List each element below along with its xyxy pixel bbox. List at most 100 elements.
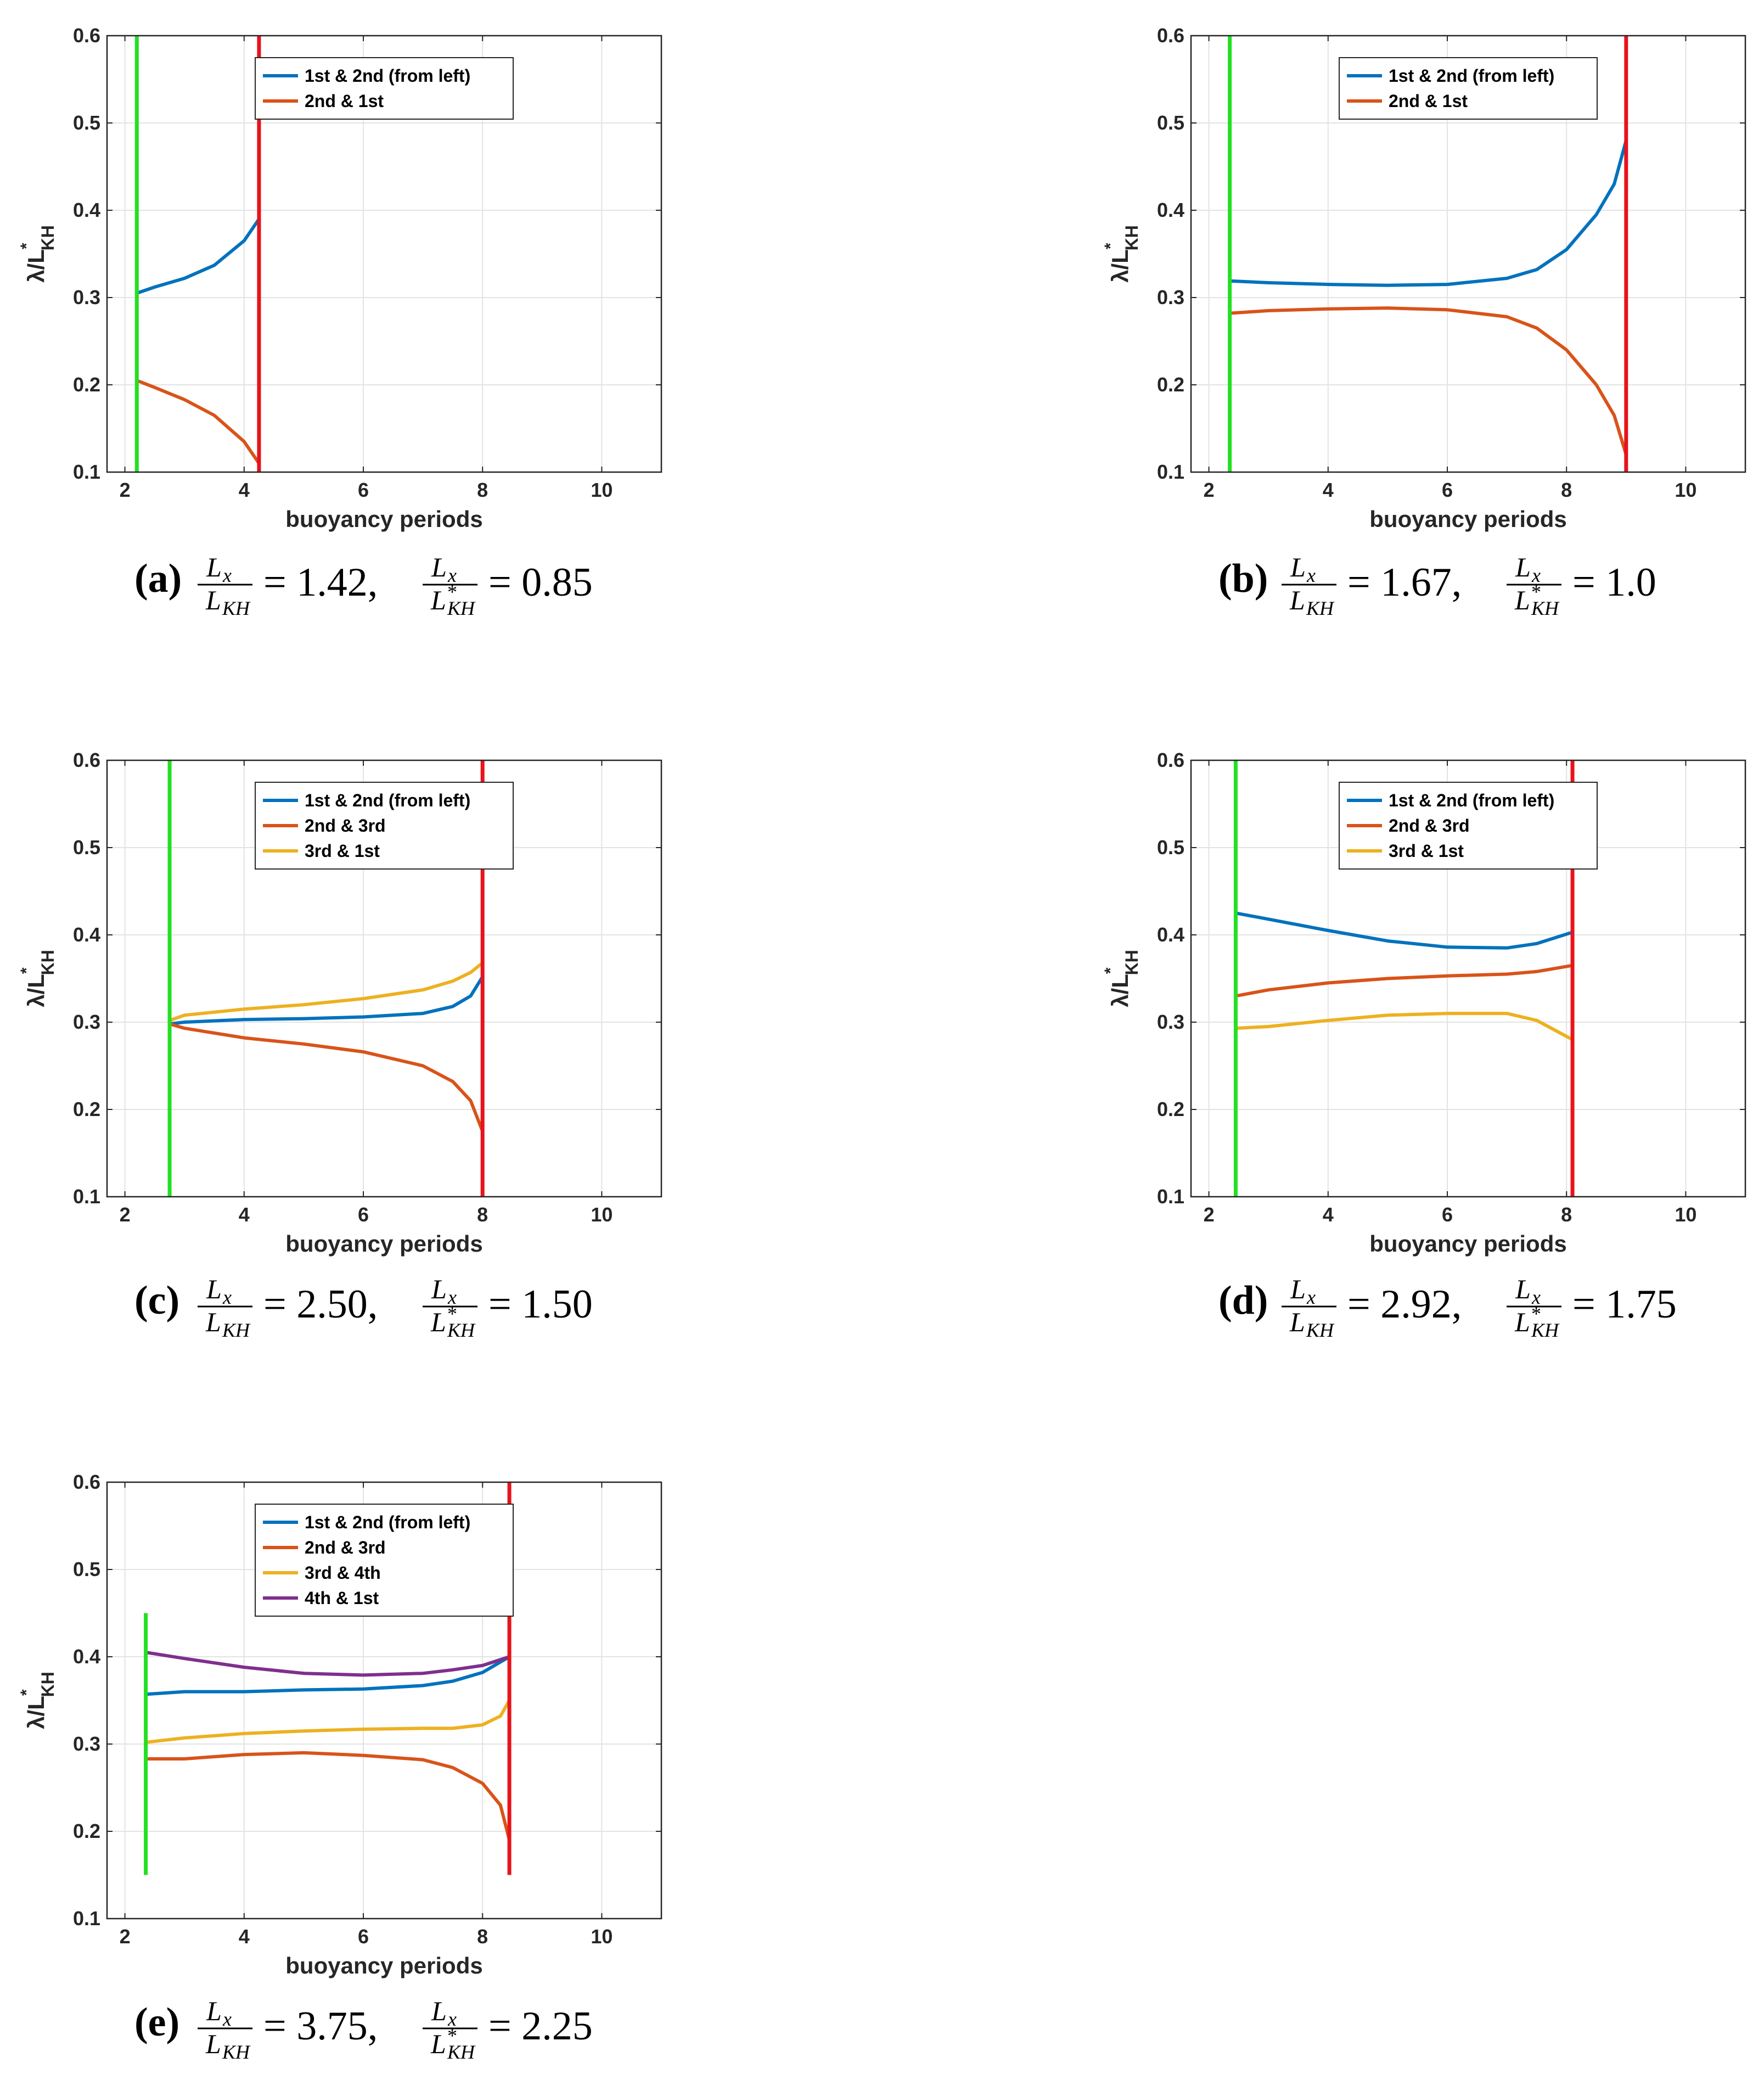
caption-fraction1-numerator-sub: x [222,1286,232,1308]
y-tick-label: 0.5 [73,836,100,859]
legend-entry-3: 3rd & 1st [1389,841,1464,861]
caption-fraction1-denominator-sub: KH [1306,1319,1335,1341]
y-axis-label-sub: KH [38,1672,58,1697]
legend-entry-1: 1st & 2nd (from left) [305,1512,470,1532]
caption-value2: = 1.50 [488,1282,593,1327]
y-axis-label-main: λ/L [23,249,49,283]
y-tick-label: 0.5 [1157,111,1184,134]
caption-fraction2-numerator: L [431,552,447,582]
caption-value1: = 3.75, [263,2004,378,2049]
axes-box [106,35,662,473]
caption-fraction1-denominator-sub: KH [222,1319,251,1341]
caption-label: (c) [134,1278,179,1323]
y-axis-label: λ/L* KH [1102,950,1142,1007]
caption-value1: = 1.67, [1347,560,1462,605]
x-tick-label: 4 [239,479,250,501]
legend-entry-4: 4th & 1st [305,1588,379,1608]
y-tick-label: 0.5 [1157,836,1184,859]
x-axis-label: buoyancy periods [285,1231,482,1257]
y-axis-label-sub: KH [1122,950,1142,975]
caption-fraction2-denominator-sup: * [447,2025,457,2047]
caption-value2: = 0.85 [488,560,593,605]
x-tick-label: 2 [120,1203,131,1226]
y-tick-label: 0.6 [1157,749,1184,771]
caption-label: (d) [1218,1278,1268,1323]
series-line-1 [135,217,261,295]
caption-fraction1-denominator-sub: KH [1306,597,1335,619]
legend: 1st & 2nd (from left) 2nd & 1st [255,57,514,120]
x-tick-label: 8 [1561,1203,1572,1226]
y-axis-label: λ/L* KH [18,950,58,1007]
series-line-2 [144,1751,512,1842]
caption-fraction2-numerator-sub: x [447,564,457,586]
x-tick-label: 6 [358,1925,369,1948]
y-tick-label: 0.3 [73,286,100,309]
series-line-2 [135,379,261,466]
chart-panel-c: 2 4 6 8 10 0.1 0.2 0.3 0.4 0.5 0.6 1st & 2nd (from … [18,749,662,1341]
caption-fraction1-denominator: L [205,585,221,615]
legend-box [255,57,514,120]
legend-entry-1: 1st & 2nd (from left) [1389,790,1554,810]
caption-fraction2-denominator-sub: KH [447,2041,476,2063]
legend-entry-1: 1st & 2nd (from left) [305,790,470,810]
series-line-3 [144,1698,512,1744]
caption-label: (b) [1218,556,1268,601]
caption-label: (e) [134,2000,179,2045]
y-axis-label-sup: * [1102,967,1120,974]
y-tick-label: 0.6 [73,24,100,47]
legend-box [1339,782,1598,870]
y-axis-label-sub: KH [38,950,58,975]
x-tick-label: 10 [1675,479,1696,501]
caption-fraction2-numerator-sub: x [1531,1286,1541,1308]
caption-fraction2-denominator-sup: * [1531,1303,1541,1325]
y-tick-label: 0.4 [73,923,100,946]
y-tick-label: 0.1 [1157,1185,1184,1208]
series-line-1 [144,1655,512,1696]
y-tick-label: 0.2 [1157,373,1184,396]
y-tick-label: 0.3 [1157,286,1184,309]
y-tick-label: 0.4 [1157,923,1184,946]
y-axis-label-sup: * [18,243,36,249]
legend: 1st & 2nd (from left) 2nd & 3rd 3rd & 1st [1339,782,1598,870]
x-tick-label: 8 [477,1203,488,1226]
x-tick-label: 4 [1323,1203,1334,1226]
caption-value2: = 2.25 [488,2004,593,2049]
series-line-2 [1228,306,1628,457]
legend-entry-2: 2nd & 3rd [305,816,386,836]
caption-fraction2-denominator: L [430,585,446,615]
x-axis-label: buoyancy periods [285,1953,482,1978]
axes-box [1190,759,1746,1198]
x-tick-label: 8 [477,1925,488,1948]
caption-fraction2-numerator: L [431,1995,447,2026]
x-tick-label: 10 [591,479,613,501]
x-tick-label: 2 [120,1925,131,1948]
caption-fraction1-numerator: L [206,552,222,582]
legend-entry-1: 1st & 2nd (from left) [1389,66,1554,86]
caption-fraction2-numerator-sub: x [447,1286,457,1308]
x-tick-label: 8 [1561,479,1572,501]
x-tick-label: 10 [591,1203,613,1226]
y-tick-label: 0.5 [73,111,100,134]
caption-fraction1-denominator: L [205,1307,221,1337]
chart-panel-a: 2 4 6 8 10 0.1 0.2 0.3 0.4 0.5 0.6 1st & 2nd (from … [18,24,662,619]
x-tick-label: 2 [1204,1203,1215,1226]
y-axis-label: λ/L* KH [18,1672,58,1729]
y-axis-label-main: λ/L [1107,249,1133,283]
caption-fraction1-numerator-sub: x [222,2008,232,2030]
data-layer [1233,760,1575,1197]
legend-entry-2: 2nd & 3rd [1389,816,1470,836]
y-tick-label: 0.4 [1157,199,1184,221]
x-tick-label: 2 [1204,479,1215,501]
legend-entry-2: 2nd & 3rd [305,1538,386,1557]
y-tick-label: 0.4 [73,199,100,221]
y-axis-label-sub: KH [1122,225,1142,250]
series-line-2 [168,1022,485,1133]
y-axis-label: λ/L* KH [1102,225,1142,283]
y-tick-label: 0.2 [73,1820,100,1842]
caption-fraction1-denominator: L [1289,1307,1305,1337]
